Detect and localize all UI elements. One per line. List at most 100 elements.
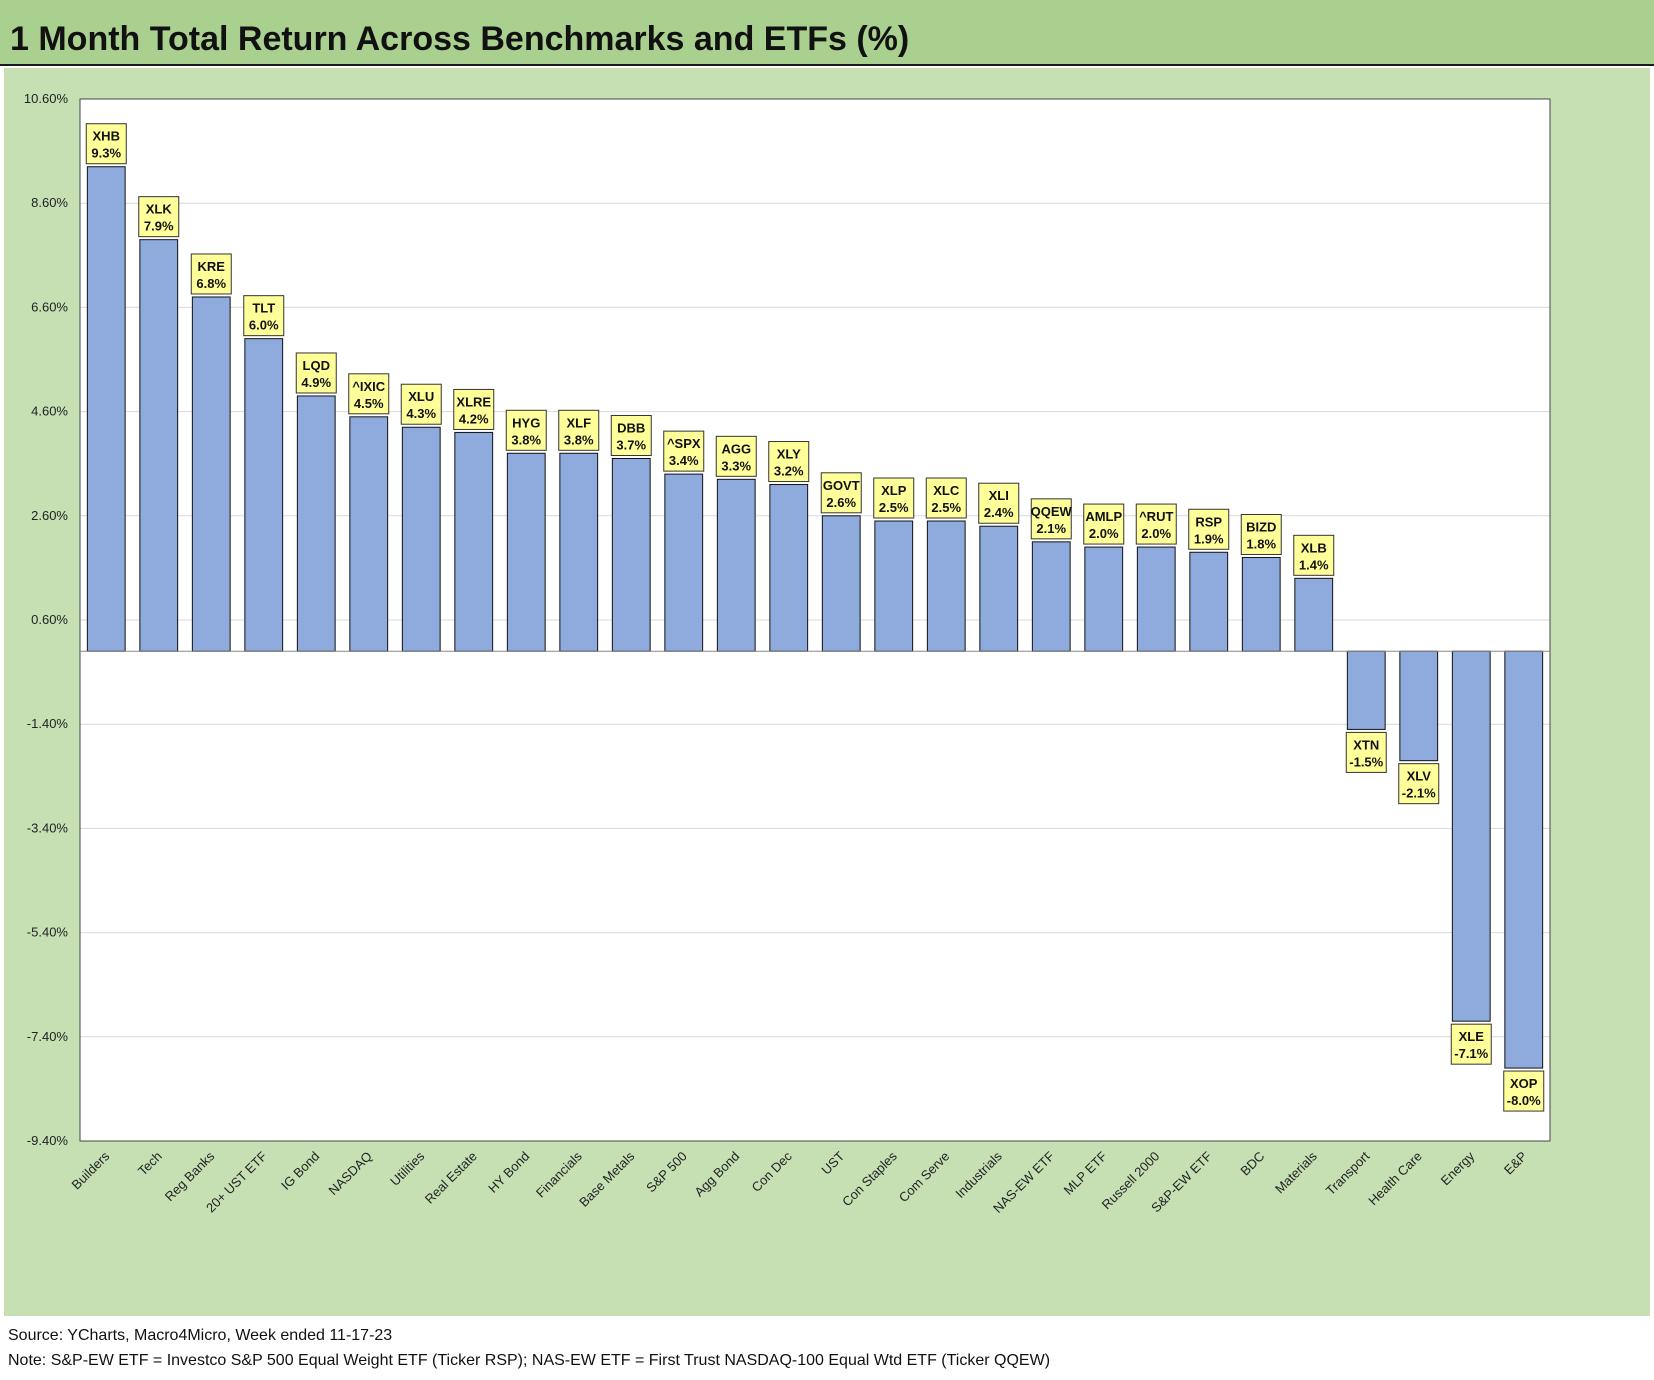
data-label-box xyxy=(1345,731,1387,773)
y-tick-label: -9.40% xyxy=(27,1133,69,1148)
bar xyxy=(506,452,546,652)
bar xyxy=(1241,556,1281,652)
bar xyxy=(874,520,914,652)
data-label-value: 2.5% xyxy=(879,500,909,515)
x-tick-label: MLP ETF xyxy=(1061,1148,1110,1197)
bar xyxy=(1031,541,1071,652)
x-tick-label: Com Serve xyxy=(896,1149,953,1206)
data-label-value: 9.3% xyxy=(91,146,121,161)
bar xyxy=(1451,650,1491,1022)
data-label-ticker: AMLP xyxy=(1085,509,1122,524)
data-label-value: -7.1% xyxy=(1454,1046,1488,1061)
data-label-box xyxy=(663,430,705,472)
data-label-box xyxy=(1188,508,1230,550)
data-label-value: -8.0% xyxy=(1507,1093,1541,1108)
data-label-ticker: XLF xyxy=(566,415,591,430)
data-label-ticker: KRE xyxy=(198,259,226,274)
data-label-ticker: XLE xyxy=(1459,1029,1485,1044)
data-label-ticker: HYG xyxy=(512,415,540,430)
x-tick-label: HY Bond xyxy=(485,1149,532,1196)
data-label-box xyxy=(715,435,757,477)
x-tick-label: Con Dec xyxy=(749,1148,796,1195)
data-label-ticker: LQD xyxy=(303,358,330,373)
data-label-ticker: XLV xyxy=(1407,769,1432,784)
data-label-box xyxy=(505,409,547,451)
data-label-ticker: XLY xyxy=(777,447,801,462)
y-tick-label: -5.40% xyxy=(27,925,69,940)
data-label-ticker: XLP xyxy=(881,483,907,498)
data-label-ticker: XLK xyxy=(146,202,173,217)
chart-area: 10.60% 8.60% 6.60% 4.60% 2.60% 0.60% -1.40% -3.… xyxy=(4,68,1650,1316)
bar xyxy=(821,515,861,652)
bar xyxy=(1346,650,1386,730)
data-label-box xyxy=(348,373,390,415)
ticker-note: Note: S&P-EW ETF = Investco S&P 500 Equa… xyxy=(8,1352,1051,1369)
data-label-box xyxy=(925,477,967,519)
data-label-box xyxy=(1083,503,1125,545)
bar xyxy=(349,416,389,652)
bar xyxy=(139,239,179,652)
data-label-box xyxy=(1450,1023,1492,1065)
data-label-value: 3.7% xyxy=(616,437,646,452)
data-label-value: 2.6% xyxy=(826,495,856,510)
data-label-ticker: XLB xyxy=(1301,540,1327,555)
data-label-value: -2.1% xyxy=(1402,786,1436,801)
data-label-ticker: XHB xyxy=(93,129,120,144)
bar xyxy=(926,520,966,652)
data-label-value: 2.1% xyxy=(1036,521,1066,536)
x-tick-label: Utilities xyxy=(387,1148,428,1189)
data-label-ticker: TLT xyxy=(252,301,275,316)
bar xyxy=(296,395,336,652)
data-label-box xyxy=(978,482,1020,524)
data-label-ticker: XLC xyxy=(933,483,960,498)
data-label-box xyxy=(873,477,915,519)
bar xyxy=(1084,546,1124,652)
data-label-value: 4.9% xyxy=(301,375,331,390)
data-label-value: 3.8% xyxy=(564,432,594,447)
x-tick-label: IG Bond xyxy=(278,1149,322,1193)
x-tick-label: E&P xyxy=(1501,1149,1530,1178)
data-label-box xyxy=(85,123,127,165)
bar xyxy=(401,426,441,652)
x-tick-label: Reg Banks xyxy=(162,1148,218,1204)
data-label-box xyxy=(453,388,495,430)
bar xyxy=(769,484,809,652)
y-tick-label: 2.60% xyxy=(31,508,68,523)
y-tick-label: -7.40% xyxy=(27,1029,69,1044)
data-label-box xyxy=(1240,513,1282,555)
data-label-value: 3.2% xyxy=(774,464,804,479)
data-label-box xyxy=(295,352,337,394)
x-tick-label: Transport xyxy=(1323,1148,1373,1198)
data-label-value: 6.0% xyxy=(249,318,279,333)
x-tick-label: Real Estate xyxy=(422,1149,480,1207)
chart-title: 1 Month Total Return Across Benchmarks a… xyxy=(10,20,910,58)
data-label-value: 1.4% xyxy=(1299,557,1329,572)
x-tick-label: S&P 500 xyxy=(643,1149,690,1196)
y-tick-label: 4.60% xyxy=(31,404,68,419)
title-bar: 1 Month Total Return Across Benchmarks a… xyxy=(0,0,1654,66)
bar xyxy=(664,473,704,652)
data-label-value: 4.2% xyxy=(459,411,489,426)
bar xyxy=(559,452,599,652)
source-note: Source: YCharts, Macro4Micro, Week ended… xyxy=(8,1327,393,1344)
data-label-value: 1.8% xyxy=(1246,536,1276,551)
y-tick-label: 0.60% xyxy=(31,612,68,627)
data-label-box xyxy=(400,383,442,425)
footnotes: Source: YCharts, Macro4Micro, Week ended… xyxy=(0,1316,1654,1380)
y-tick-label: -1.40% xyxy=(27,716,69,731)
data-label-ticker: XOP xyxy=(1510,1076,1538,1091)
data-label-value: 4.5% xyxy=(354,396,384,411)
data-label-ticker: AGG xyxy=(721,441,751,456)
data-label-value: 2.5% xyxy=(931,500,961,515)
data-label-box xyxy=(243,295,285,337)
bar xyxy=(1136,546,1176,652)
data-label-value: -1.5% xyxy=(1349,754,1383,769)
x-tick-label: NASDAQ xyxy=(325,1149,374,1198)
bar xyxy=(1189,551,1229,652)
data-label-box xyxy=(610,414,652,456)
data-label-ticker: ^RUT xyxy=(1139,509,1173,524)
x-tick-label: Tech xyxy=(135,1149,165,1179)
data-label-box xyxy=(190,253,232,295)
bar xyxy=(454,431,494,652)
data-label-ticker: RSP xyxy=(1195,514,1222,529)
